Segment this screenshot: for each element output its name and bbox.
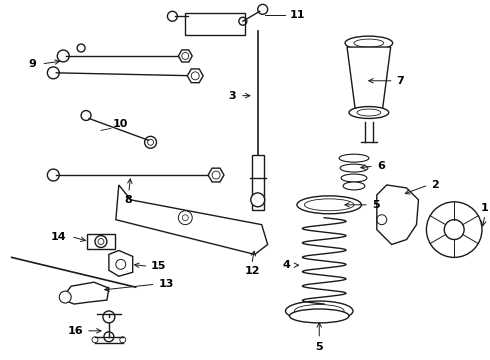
Circle shape xyxy=(426,202,482,257)
Text: 7: 7 xyxy=(396,76,404,86)
Circle shape xyxy=(59,291,71,303)
Polygon shape xyxy=(87,234,115,249)
Polygon shape xyxy=(61,282,109,304)
Ellipse shape xyxy=(340,164,368,172)
Text: 10: 10 xyxy=(113,120,128,130)
Ellipse shape xyxy=(286,301,353,321)
Circle shape xyxy=(168,11,177,21)
Text: 4: 4 xyxy=(283,260,291,270)
Text: 2: 2 xyxy=(431,180,439,190)
Text: 6: 6 xyxy=(377,161,385,171)
Circle shape xyxy=(57,50,69,62)
Text: 15: 15 xyxy=(150,261,166,271)
Text: 1: 1 xyxy=(481,203,489,213)
Polygon shape xyxy=(116,185,268,255)
Ellipse shape xyxy=(345,36,392,50)
Polygon shape xyxy=(178,50,192,62)
Circle shape xyxy=(95,235,107,247)
Circle shape xyxy=(104,332,114,342)
FancyBboxPatch shape xyxy=(252,155,264,210)
Text: 3: 3 xyxy=(228,91,236,101)
Ellipse shape xyxy=(290,309,349,323)
Ellipse shape xyxy=(349,107,389,118)
Text: 14: 14 xyxy=(50,231,66,242)
Circle shape xyxy=(48,169,59,181)
Text: 8: 8 xyxy=(125,195,133,205)
Text: 11: 11 xyxy=(290,10,305,20)
Ellipse shape xyxy=(343,182,365,190)
Circle shape xyxy=(103,311,115,323)
Text: 12: 12 xyxy=(245,266,261,276)
Text: 9: 9 xyxy=(28,59,36,69)
FancyBboxPatch shape xyxy=(185,13,245,35)
Text: 13: 13 xyxy=(158,279,174,289)
Text: 16: 16 xyxy=(68,326,83,336)
Circle shape xyxy=(251,193,265,207)
Circle shape xyxy=(258,4,268,14)
Polygon shape xyxy=(347,47,391,114)
Circle shape xyxy=(48,67,59,79)
Text: 5: 5 xyxy=(316,342,323,352)
Circle shape xyxy=(77,44,85,52)
Text: 5: 5 xyxy=(372,200,379,210)
Polygon shape xyxy=(109,251,133,276)
Polygon shape xyxy=(187,69,203,83)
Circle shape xyxy=(444,220,464,239)
Ellipse shape xyxy=(297,196,362,214)
Circle shape xyxy=(81,111,91,121)
Polygon shape xyxy=(377,185,418,244)
Circle shape xyxy=(178,211,192,225)
Ellipse shape xyxy=(341,174,367,182)
Ellipse shape xyxy=(339,154,369,162)
Polygon shape xyxy=(208,168,224,182)
